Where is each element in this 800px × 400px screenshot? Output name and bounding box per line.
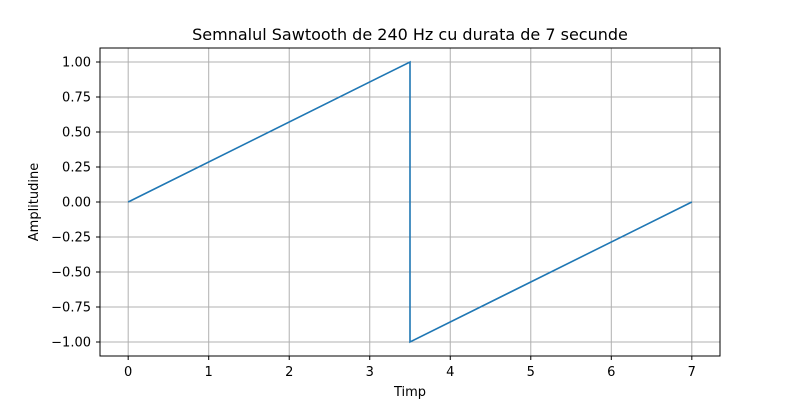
x-tick-label: 3 bbox=[366, 365, 374, 380]
x-tick-label: 1 bbox=[205, 365, 213, 380]
y-tick-label: 1.00 bbox=[62, 56, 91, 71]
plot-lines bbox=[127, 60, 693, 344]
sawtooth-series-line bbox=[127, 60, 693, 344]
x-axis-label: Timp bbox=[393, 385, 426, 400]
chart-title: Semnalul Sawtooth de 240 Hz cu durata de… bbox=[192, 25, 628, 44]
x-tick-label: 7 bbox=[688, 365, 696, 380]
y-tick-label: 0.75 bbox=[62, 91, 91, 106]
x-tick-label: 2 bbox=[285, 365, 293, 380]
axis-ticks: 0 1 2 3 4 5 6 7 1.00 0.75 0.50 0.25 0.00 −0.25 −0.50 −0… bbox=[51, 56, 696, 381]
y-tick-label: −0.25 bbox=[51, 231, 91, 246]
y-tick-label: −1.00 bbox=[51, 336, 91, 351]
x-tick-label: 4 bbox=[446, 365, 454, 380]
y-axis-label: Amplitudine bbox=[27, 163, 42, 241]
y-tick-label: −0.50 bbox=[51, 266, 91, 281]
y-tick-label: −0.75 bbox=[51, 301, 91, 316]
x-tick-label: 5 bbox=[527, 365, 535, 380]
y-tick-label: 0.25 bbox=[62, 161, 91, 176]
y-tick-label: 0.50 bbox=[62, 126, 91, 141]
x-tick-label: 0 bbox=[124, 365, 132, 380]
x-tick-label: 6 bbox=[607, 365, 615, 380]
y-tick-label: 0.00 bbox=[62, 196, 91, 211]
